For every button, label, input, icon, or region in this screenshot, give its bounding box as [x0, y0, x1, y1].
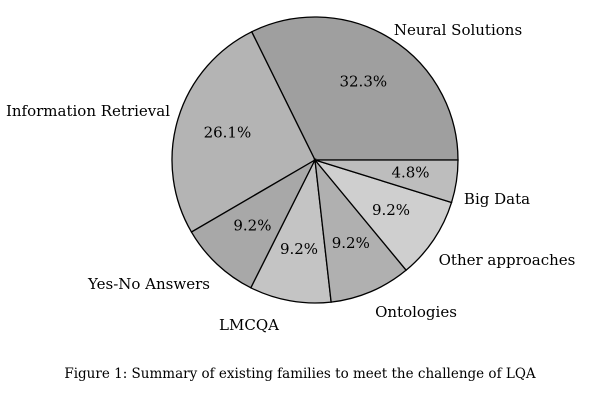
pie-category-labels: Neural Solutions Information Retrieval Yes… — [6, 21, 575, 334]
pie-category-label-information-retrieval: Information Retrieval — [6, 102, 170, 120]
pie-slice-yes-no-answers — [190, 158, 317, 289]
pie-category-label-neural-solutions: Neural Solutions — [394, 21, 522, 39]
pie-value-label-other-approaches: 9.2% — [372, 201, 410, 219]
pie-category-label-other-approaches: Other approaches — [439, 251, 576, 269]
pie-slice-lmcqa — [250, 157, 332, 304]
pie-value-labels: 32.3%26.1%9.2%9.2% 9.2%9.2%4.8% — [204, 72, 430, 258]
pie-category-label-ontologies: Ontologies — [375, 303, 457, 321]
pie-value-label-ontologies: 9.2% — [332, 234, 370, 252]
pie-value-label-neural-solutions: 32.3% — [339, 72, 387, 90]
pie-category-label-big-data: Big Data — [464, 190, 530, 208]
pie-value-label-big-data: 4.8% — [391, 164, 429, 182]
figure-caption: Figure 1: Summary of existing families t… — [64, 366, 536, 382]
pie-category-label-yes-no-answers: Yes-No Answers — [87, 275, 210, 293]
pie-slice-neural-solutions — [250, 16, 459, 161]
pie-value-label-lmcqa: 9.2% — [280, 240, 318, 258]
pie-slice-big-data — [314, 159, 459, 204]
pie-slices — [171, 16, 459, 304]
pie-slice-ontologies — [314, 157, 408, 303]
pie-category-label-lmcqa: LMCQA — [219, 316, 279, 334]
pie-slice-information-retrieval — [171, 30, 316, 233]
pie-slice-other-approaches — [313, 158, 453, 272]
pie-value-label-information-retrieval: 26.1% — [204, 124, 252, 142]
pie-value-label-yes-no-answers: 9.2% — [233, 217, 271, 235]
